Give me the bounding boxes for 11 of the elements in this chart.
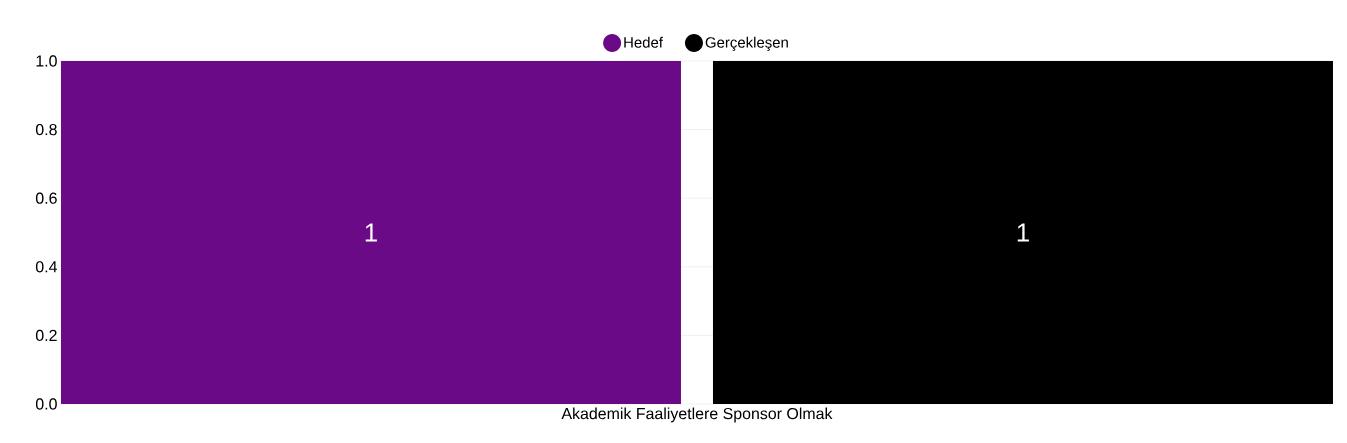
y-tick-label: 0.2 [35,329,57,342]
y-tick-label: 0.0 [35,398,57,410]
legend-label: Gerçekleşen [705,36,788,51]
data-label: 1 [1017,223,1029,242]
data-label: 1 [365,223,377,242]
y-tick-label: 0.6 [35,192,57,204]
y-tick-label: 0.4 [35,261,57,273]
legend-label: Hedef [624,36,663,48]
y-tick-label: 0.8 [35,123,57,136]
x-tick-label: Akademik Faaliyetlere Sponsor Olmak [561,407,833,423]
y-tick-label: 1.0 [36,55,57,67]
